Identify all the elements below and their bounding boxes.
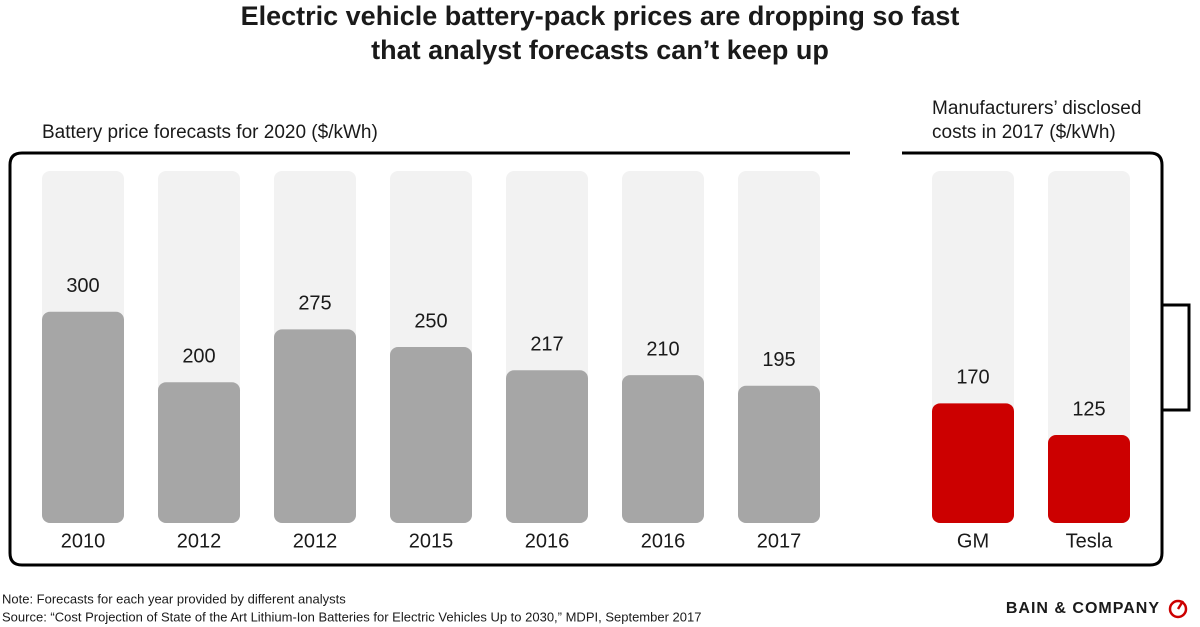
- value-label: 125: [1072, 398, 1105, 420]
- bar: [932, 403, 1014, 523]
- value-label: 210: [646, 338, 679, 360]
- bar: [274, 329, 356, 523]
- value-label: 250: [414, 310, 447, 332]
- bracket: [1162, 303, 1191, 412]
- brand-icon: [1168, 599, 1188, 619]
- bar: [738, 385, 820, 523]
- x-tick-label: 2010: [61, 530, 106, 552]
- x-tick-label: 2012: [293, 530, 338, 552]
- x-tick-label: 2012: [177, 530, 222, 552]
- panel-frame: [8, 151, 1164, 567]
- value-label: 217: [530, 334, 563, 356]
- bar: [622, 375, 704, 523]
- value-label: 300: [66, 275, 99, 297]
- note: Note: Forecasts for each year provided b…: [2, 591, 346, 606]
- x-tick-label: 2015: [409, 530, 454, 552]
- value-label: 195: [762, 349, 795, 371]
- x-tick-label: 2017: [757, 530, 802, 552]
- panel-title: Manufacturers’ disclosed: [932, 98, 1141, 119]
- panel-title: Battery price forecasts for 2020 ($/kWh): [42, 122, 378, 143]
- panel-title: costs in 2017 ($/kWh): [932, 122, 1116, 143]
- page-title: that analyst forecasts can’t keep up: [371, 35, 829, 65]
- bar: [506, 370, 588, 523]
- x-tick-label: 2016: [525, 530, 570, 552]
- value-label: 275: [298, 293, 331, 315]
- page-title: Electric vehicle battery-pack prices are…: [241, 1, 960, 31]
- bar: [390, 347, 472, 523]
- brand: BAIN & COMPANY: [1006, 600, 1160, 617]
- bar: [158, 382, 240, 523]
- x-tick-label: Tesla: [1066, 530, 1114, 552]
- x-tick-label: GM: [957, 530, 989, 552]
- value-label: 200: [182, 345, 215, 367]
- value-label: 170: [956, 367, 989, 389]
- bar: [42, 311, 124, 523]
- x-tick-label: 2016: [641, 530, 686, 552]
- source: Source: “Cost Projection of State of the…: [2, 609, 701, 624]
- bar: [1048, 435, 1130, 523]
